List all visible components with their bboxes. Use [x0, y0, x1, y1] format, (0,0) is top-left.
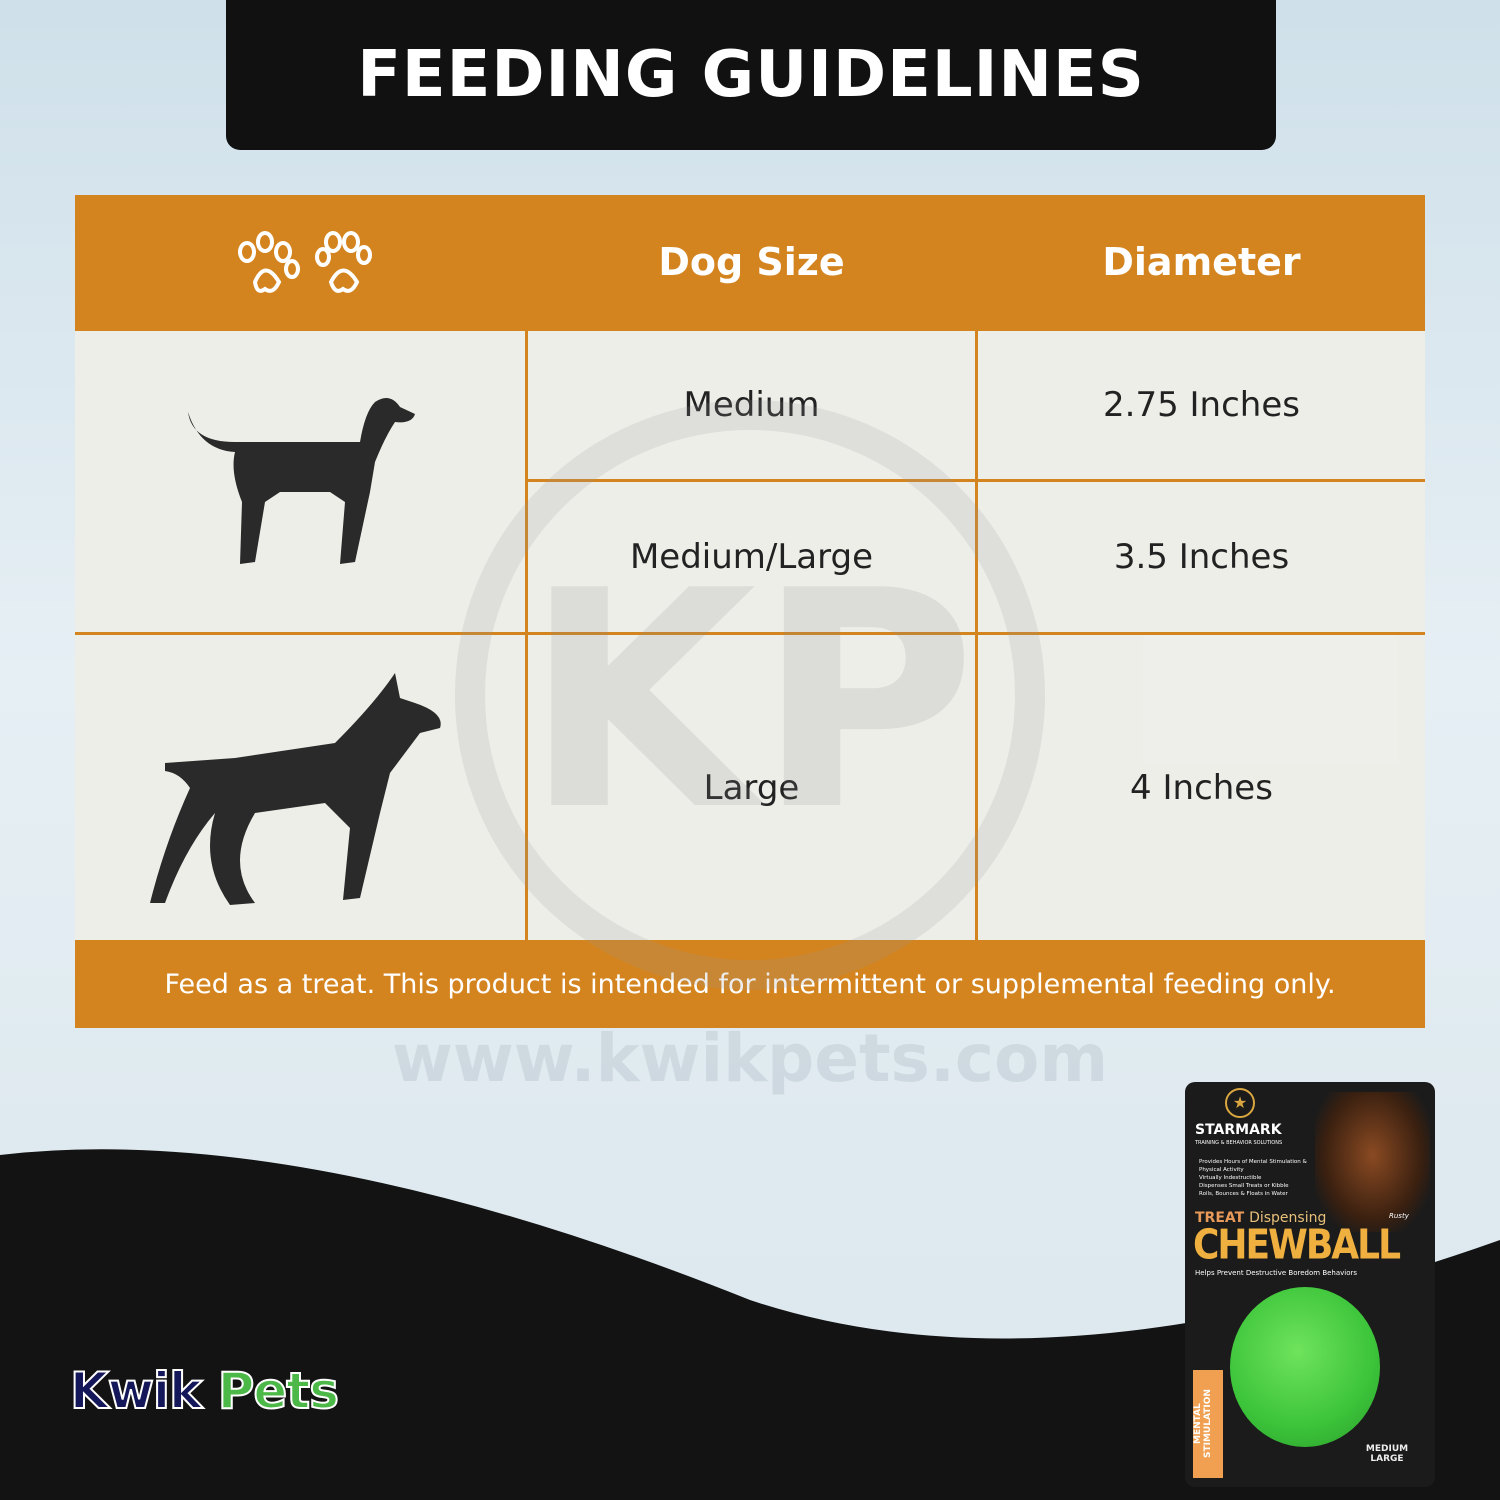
header-diameter: Diameter [978, 195, 1425, 328]
package-bullets: Provides Hours of Mental Stimulation & P… [1199, 1159, 1307, 1197]
header-dog-size: Dog Size [528, 195, 975, 328]
large-dog-image [75, 635, 525, 940]
footer-note: Feed as a treat. This product is intende… [164, 968, 1336, 1000]
feeding-table: Dog Size Diameter Medium 2.75 Inches Med… [75, 195, 1425, 1028]
medium-dog-image [75, 331, 525, 632]
row-3-diameter: 4 Inches [978, 635, 1425, 940]
medium-dog-icon [188, 397, 415, 564]
green-ball [1230, 1287, 1380, 1447]
product-package: ★ STARMARK TRAINING & BEHAVIOR SOLUTIONS… [1185, 1082, 1435, 1487]
large-dog-icon [150, 672, 441, 905]
starmark-star-icon: ★ [1225, 1088, 1255, 1118]
paw-header [75, 195, 525, 328]
row-1-size: Medium [528, 331, 975, 479]
url-watermark: www.kwikpets.com [391, 1020, 1109, 1097]
paw-prints-icon [238, 230, 372, 293]
page-title: FEEDING GUIDELINES [357, 38, 1145, 112]
row-1-diameter: 2.75 Inches [978, 331, 1425, 479]
title-bar: FEEDING GUIDELINES [226, 0, 1276, 150]
row-3-size: Large [528, 635, 975, 940]
row-2-diameter: 3.5 Inches [978, 482, 1425, 632]
row-2-size: Medium/Large [528, 482, 975, 632]
dog-photo [1315, 1092, 1430, 1232]
kwik-pets-logo: Kwik Pets [69, 1361, 340, 1421]
